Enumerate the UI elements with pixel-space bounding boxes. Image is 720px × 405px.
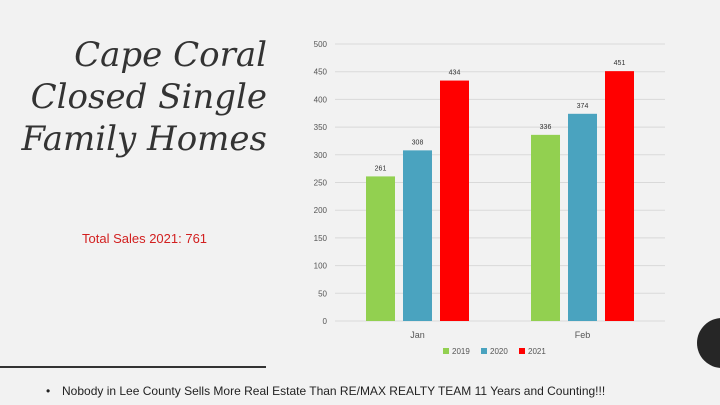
title-line-3: Family Homes	[21, 119, 268, 159]
legend-label: 2021	[528, 347, 546, 356]
slide-title: Cape Coral Closed Single Family Homes	[12, 34, 268, 160]
x-tick-label: Jan	[410, 330, 425, 340]
y-tick-label: 150	[314, 234, 328, 243]
bar	[366, 176, 395, 321]
x-tick-label: Feb	[575, 330, 591, 340]
y-tick-label: 50	[318, 289, 327, 298]
y-tick-label: 200	[314, 206, 328, 215]
y-tick-label: 350	[314, 123, 328, 132]
legend-label: 2019	[452, 347, 470, 356]
bar	[403, 150, 432, 321]
y-tick-label: 100	[314, 262, 328, 271]
bar	[605, 71, 634, 321]
legend-swatch	[443, 348, 449, 354]
legend-swatch	[519, 348, 525, 354]
data-label: 261	[375, 165, 387, 172]
y-tick-label: 400	[314, 95, 328, 104]
y-tick-label: 500	[314, 40, 328, 49]
bar	[568, 113, 597, 321]
y-tick-label: 0	[323, 317, 328, 326]
data-label: 451	[614, 60, 626, 67]
footer-text: Nobody in Lee County Sells More Real Est…	[62, 384, 606, 398]
title-line-1: Cape Coral	[74, 35, 267, 75]
corner-decoration	[697, 318, 720, 368]
bar	[440, 80, 469, 321]
y-tick-label: 250	[314, 179, 328, 188]
legend-swatch	[481, 348, 487, 354]
title-line-2: Closed Single	[30, 77, 267, 117]
bar-chart: 0 50 100 150 200 250 300 350 400 450 500 261 308 434 J…	[314, 40, 665, 356]
total-sales-text: Total Sales 2021: 761	[82, 231, 208, 246]
data-label: 434	[449, 70, 461, 77]
footer: • Nobody in Lee County Sells More Real Es…	[46, 384, 605, 398]
y-tick-label: 300	[314, 151, 328, 160]
data-label: 336	[540, 124, 552, 131]
y-tick-label: 450	[314, 68, 328, 77]
data-label: 308	[412, 139, 424, 146]
footer-bullet: •	[46, 384, 51, 398]
data-label: 374	[577, 103, 589, 110]
divider-line	[0, 366, 266, 368]
bar	[531, 134, 560, 321]
legend-label: 2020	[490, 347, 508, 356]
